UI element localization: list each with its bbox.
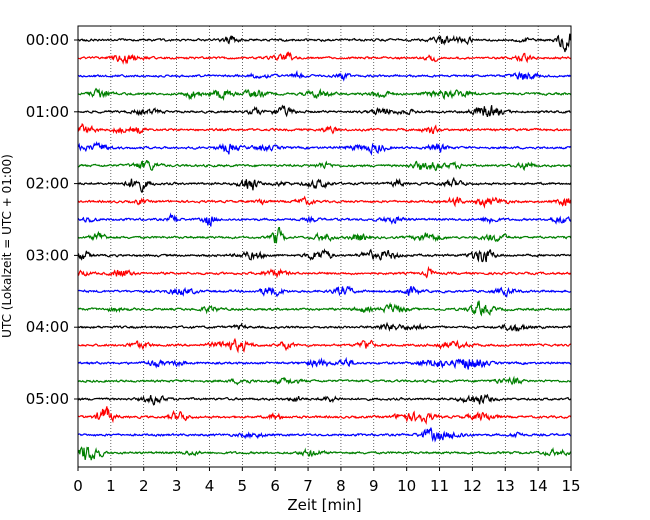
trace-0530 xyxy=(77,427,572,443)
trace-0315 xyxy=(77,265,572,279)
x-tick-label: 0 xyxy=(73,477,83,495)
x-tick-label: 1 xyxy=(106,477,116,495)
trace-0100 xyxy=(77,104,572,118)
trace-0445 xyxy=(77,375,572,386)
x-axis-label: Zeit [min] xyxy=(287,496,361,514)
y-tick-label: 02:00 xyxy=(26,175,69,193)
x-tick-label: 8 xyxy=(336,477,346,495)
plot-frame xyxy=(77,25,572,468)
x-tick-label: 7 xyxy=(303,477,313,495)
trace-0215 xyxy=(77,195,572,209)
y-tick-label: 01:00 xyxy=(26,103,69,121)
y-axis-ticks: 00:00 01:00 02:00 03:00 04:00 05:00 xyxy=(26,31,78,408)
trace-0245 xyxy=(77,226,572,244)
trace-0200 xyxy=(77,176,572,193)
y-tick-label: 05:00 xyxy=(26,390,69,408)
x-tick-label: 6 xyxy=(270,477,280,495)
x-tick-label: 3 xyxy=(172,477,182,495)
trace-0130 xyxy=(77,140,572,156)
trace-0500 xyxy=(77,393,572,406)
x-axis-ticks: 0 1 2 3 4 5 6 7 8 9 10 11 12 13 14 15 xyxy=(73,467,581,495)
trace-0230 xyxy=(77,212,572,227)
trace-0345 xyxy=(77,300,572,317)
trace-0415 xyxy=(77,337,572,354)
trace-0030 xyxy=(77,69,572,82)
x-tick-label: 13 xyxy=(496,477,515,495)
x-tick-label: 2 xyxy=(139,477,149,495)
trace-0545 xyxy=(77,446,572,461)
x-tick-label: 5 xyxy=(238,477,248,495)
y-tick-label: 00:00 xyxy=(26,31,69,49)
trace-0515 xyxy=(77,406,572,426)
y-tick-label: 03:00 xyxy=(26,246,69,264)
trace-0400 xyxy=(77,321,572,332)
x-tick-label: 14 xyxy=(529,477,548,495)
x-tick-label: 10 xyxy=(397,477,416,495)
trace-0015 xyxy=(77,51,572,65)
x-tick-label: 4 xyxy=(205,477,215,495)
trace-0000 xyxy=(77,33,572,53)
trace-0115 xyxy=(77,122,572,135)
trace-0145 xyxy=(77,159,572,172)
x-tick-label: 11 xyxy=(430,477,449,495)
trace-0330 xyxy=(77,285,572,298)
trace-0300 xyxy=(77,248,572,263)
seismogram-traces xyxy=(77,33,572,461)
x-tick-label: 9 xyxy=(369,477,379,495)
y-axis-label: UTC (Lokalzeit = UTC + 01:00) xyxy=(0,154,14,338)
plot-background xyxy=(78,26,571,467)
trace-0045 xyxy=(77,87,572,102)
x-tick-label: 12 xyxy=(463,477,482,495)
x-tick-label: 15 xyxy=(561,477,580,495)
y-tick-label: 04:00 xyxy=(26,318,69,336)
trace-0430 xyxy=(77,356,572,370)
